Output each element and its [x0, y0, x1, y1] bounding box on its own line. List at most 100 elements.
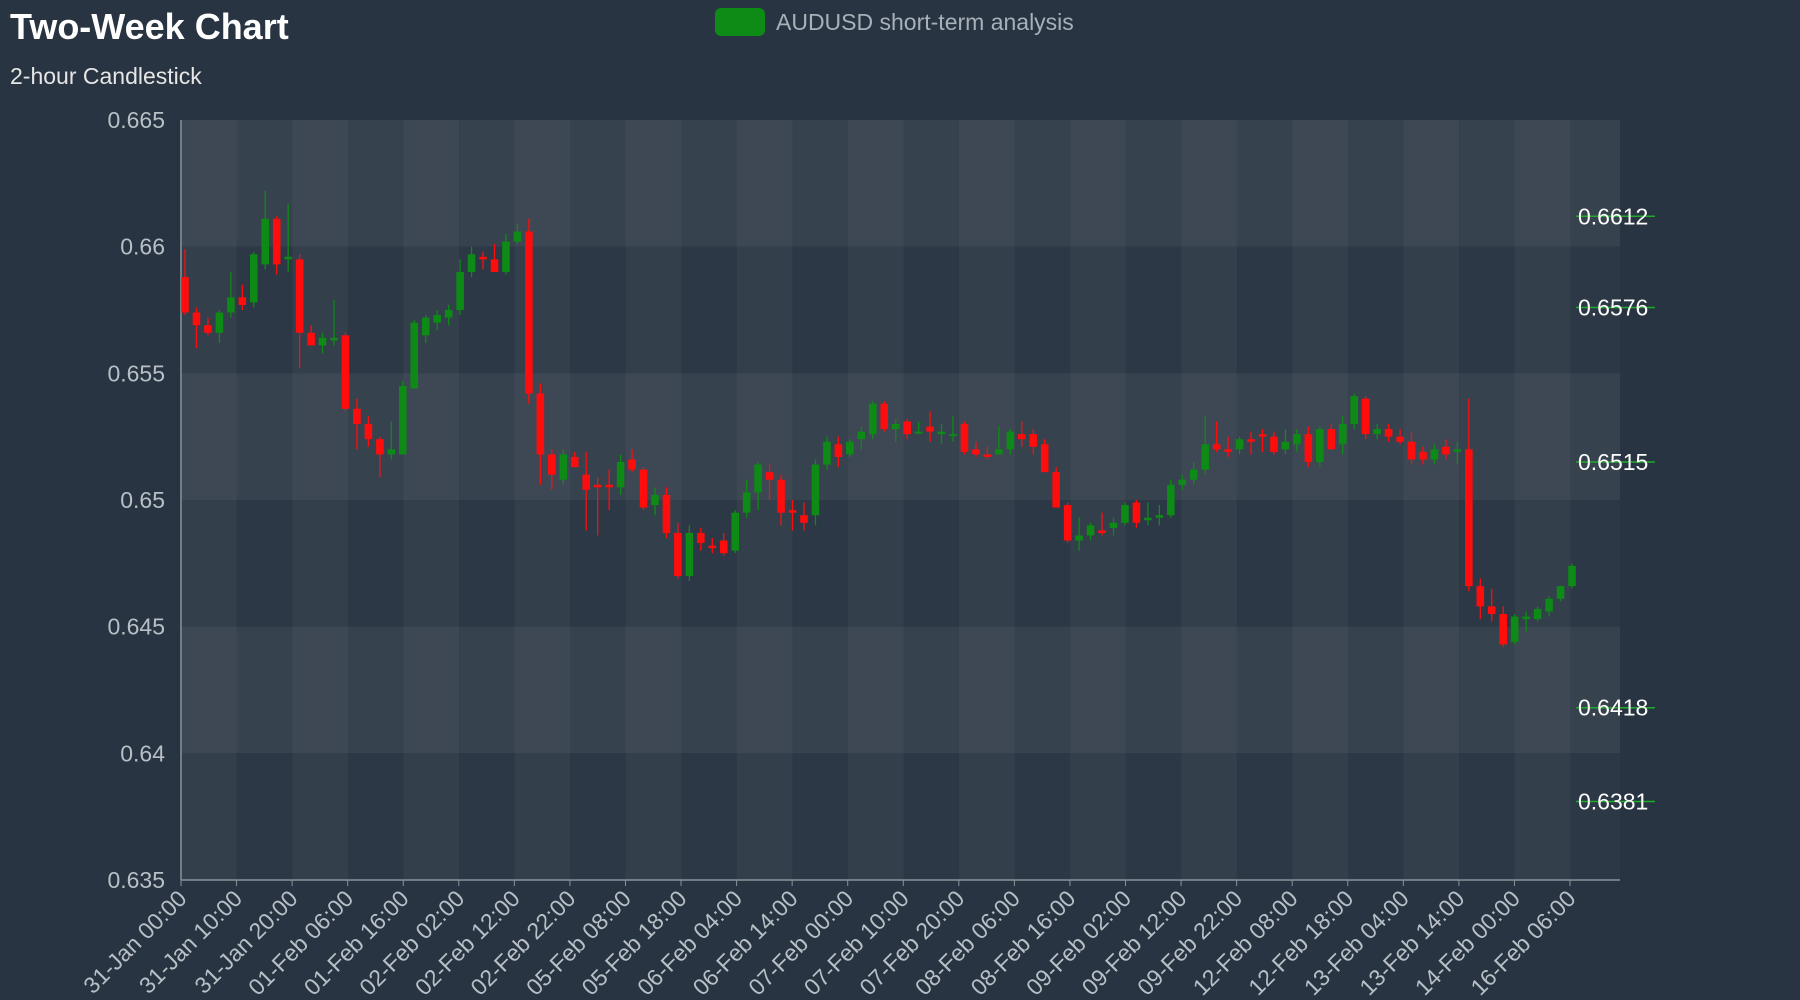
candle-body [1487, 606, 1496, 614]
candle-body [926, 426, 934, 432]
candle-body [399, 386, 407, 455]
candle-body [1189, 469, 1198, 480]
candle-body [834, 444, 843, 457]
candle-body [1430, 449, 1439, 460]
chart-title: Two-Week Chart [10, 6, 289, 47]
candle-body [376, 439, 384, 455]
grid-band-vertical [292, 120, 348, 880]
candle-body [1155, 515, 1164, 518]
candle-body [272, 218, 281, 265]
candle-body [192, 312, 201, 326]
candle-body [1396, 436, 1404, 442]
candle-body [937, 431, 946, 435]
candle-body [639, 469, 648, 508]
level-label: 0.6576 [1578, 294, 1648, 320]
y-tick-label: 0.635 [107, 867, 165, 893]
grid-band-vertical [1404, 120, 1460, 880]
y-tick-label: 0.66 [120, 234, 165, 260]
candle-body [1270, 436, 1278, 452]
candle-body [456, 272, 464, 310]
candle-body [1499, 614, 1508, 645]
candle-body [1476, 586, 1485, 607]
candle-body [983, 454, 992, 457]
candle-body [972, 449, 980, 455]
candle-body [1063, 505, 1072, 541]
candle-body [1144, 517, 1152, 521]
level-label: 0.6381 [1578, 788, 1648, 814]
candle-body [238, 297, 247, 305]
candle-body [1247, 439, 1255, 442]
candle-body [295, 259, 304, 333]
candle-body [1419, 451, 1427, 460]
candle-body [868, 403, 877, 435]
candle-body [525, 231, 533, 394]
candle-body [1201, 444, 1209, 470]
chart-subtitle: 2-hour Candlestick [10, 63, 202, 89]
grid-band [181, 753, 1620, 880]
level-label: 0.6515 [1578, 449, 1648, 475]
candle-body [1556, 586, 1565, 599]
candle-body [685, 532, 694, 576]
legend-swatch [715, 8, 765, 36]
candle-body [1384, 429, 1393, 437]
candle-body [1235, 439, 1244, 450]
candle-body [249, 254, 258, 303]
candle-body [467, 254, 476, 272]
candle-body [353, 408, 361, 424]
candle-body [708, 545, 717, 549]
candle-body [307, 332, 315, 346]
candle-body [421, 317, 430, 336]
candle-body [777, 479, 785, 513]
candle-body [444, 310, 453, 318]
candle-body [364, 424, 373, 440]
y-tick-label: 0.65 [120, 487, 165, 513]
candle-body [1533, 608, 1542, 620]
candle-body [1212, 444, 1221, 450]
legend[interactable]: AUDUSD short-term analysis [715, 8, 1074, 36]
legend-label: AUDUSD short-term analysis [776, 8, 1074, 35]
candle-body [284, 256, 292, 260]
candle-body [1018, 434, 1026, 440]
candle-body [1086, 525, 1095, 536]
candle-body [1442, 446, 1450, 455]
candle-body [1006, 431, 1015, 450]
candle-body [570, 456, 579, 468]
grid-band [181, 500, 1620, 627]
candle-body [1052, 472, 1060, 508]
y-tick-label: 0.665 [107, 107, 165, 133]
candle-body [1522, 616, 1530, 620]
candle-body [1258, 434, 1267, 437]
candle-body [181, 277, 189, 313]
candle-body [914, 431, 923, 434]
candle-body [1373, 429, 1381, 435]
candle-body [846, 441, 854, 455]
candle-body [616, 462, 625, 488]
candle-body [559, 454, 568, 480]
candle-body [536, 393, 545, 455]
candle-body [742, 492, 751, 513]
candle-body [582, 474, 590, 490]
candle-body [1545, 598, 1553, 612]
grid-band-vertical [1070, 120, 1126, 880]
candle-body [1361, 398, 1370, 435]
candle-body [1178, 479, 1187, 485]
candle-body [1568, 565, 1576, 587]
candle-body [857, 431, 866, 440]
candle-body [697, 532, 705, 544]
candle-body [1109, 522, 1118, 528]
level-label: 0.6418 [1578, 695, 1648, 721]
grid-band-vertical [848, 120, 904, 880]
grid-band [181, 626, 1620, 754]
candle-body [490, 259, 499, 272]
candle-body [605, 484, 613, 488]
candle-body [1453, 449, 1462, 452]
candle-body [765, 472, 774, 480]
grid-band-vertical [1181, 120, 1237, 880]
candle-body [1407, 441, 1416, 460]
candle-body [628, 459, 636, 470]
candle-body [891, 424, 900, 430]
candle-body [318, 337, 327, 346]
candle-body [330, 337, 338, 341]
candle-body [1098, 530, 1106, 533]
